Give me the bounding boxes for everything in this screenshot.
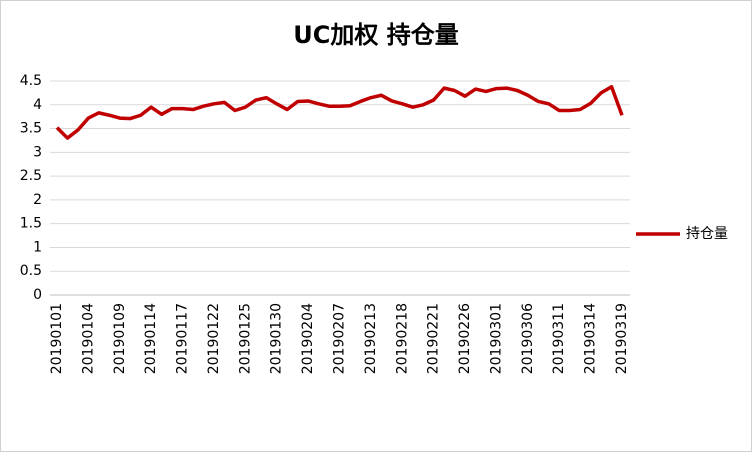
x-tick-label: 20190109 — [112, 303, 128, 374]
x-tick-label: 20190319 — [614, 303, 630, 374]
data-line — [55, 84, 624, 140]
x-tick-label: 20190301 — [488, 303, 504, 374]
y-tick-label: 2.5 — [20, 168, 42, 184]
y-tick-label: 2 — [33, 192, 42, 208]
x-tick-label: 20190221 — [426, 303, 442, 374]
x-tick-label: 20190122 — [206, 303, 222, 374]
x-tick-label: 20190117 — [175, 303, 191, 374]
chart-title: UC加权 持仓量 — [293, 21, 458, 49]
y-tick-label: 4.5 — [20, 73, 42, 89]
y-tick-label: 3 — [33, 144, 42, 160]
y-tick-label: 1 — [33, 239, 42, 255]
x-tick-label: 20190218 — [394, 303, 410, 374]
x-tick-label: 20190213 — [363, 303, 379, 374]
x-tick-label: 20190130 — [269, 303, 285, 374]
legend-label: 持仓量 — [686, 226, 728, 242]
x-tick-label: 20190207 — [332, 303, 348, 374]
x-tick-label: 20190204 — [300, 303, 316, 374]
y-tick-label: 3.5 — [20, 121, 42, 137]
y-tick-label: 4 — [33, 97, 42, 113]
y-tick-label: 0 — [33, 287, 42, 303]
x-tick-label: 20190311 — [551, 303, 567, 374]
x-tick-label: 20190314 — [583, 303, 599, 374]
x-tick-label: 20190101 — [49, 303, 65, 374]
x-tick-label: 20190125 — [237, 303, 253, 374]
x-tick-label: 20190104 — [80, 303, 96, 374]
x-tick-label: 20190306 — [520, 303, 536, 374]
x-tick-label: 20190226 — [457, 303, 473, 374]
y-tick-label: 0.5 — [20, 263, 42, 279]
x-tick-label: 20190114 — [143, 303, 159, 374]
y-tick-label: 1.5 — [20, 216, 42, 232]
